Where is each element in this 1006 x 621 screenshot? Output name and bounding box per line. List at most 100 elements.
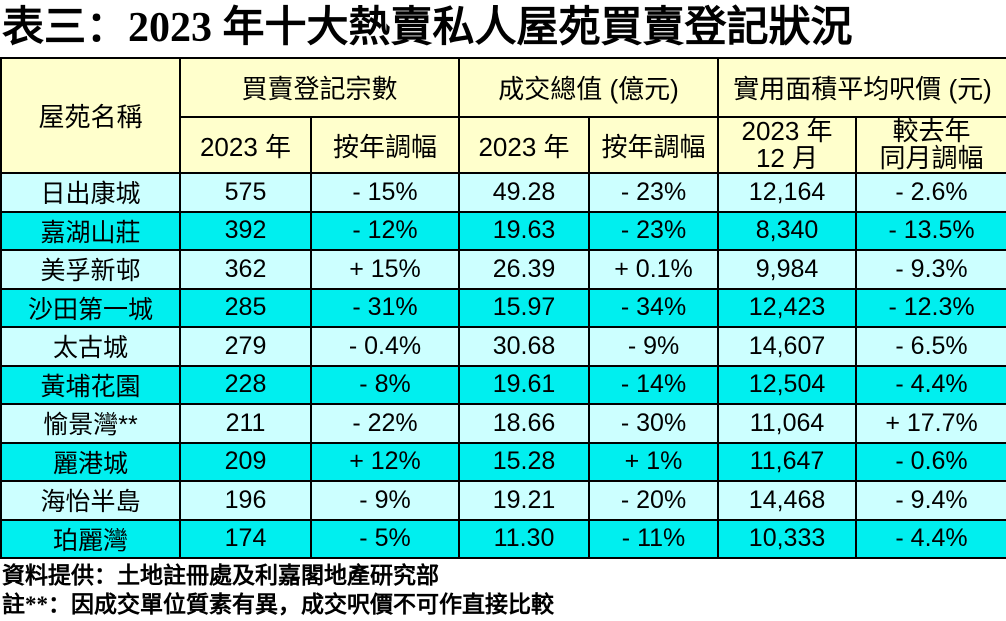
price-yoy-change-cell: - 9.4% [855, 480, 1006, 521]
header-group-row: 屋苑名稱 買賣登記宗數 成交總值 (億元) 實用面積平均呎價 (元) [0, 57, 1006, 174]
registrations-2023-cell: 362 [179, 249, 312, 290]
price-dec-2023-cell: 14,468 [717, 480, 858, 521]
value-change-cell: - 9% [588, 326, 720, 367]
price-dec-2023-cell: 9,984 [717, 249, 858, 290]
value-2023-cell: 15.28 [458, 441, 591, 482]
price-dec-2023-cell: 12,164 [717, 172, 858, 213]
price-yoy-change-cell: - 9.3% [855, 249, 1006, 290]
table-row: 海怡半島 196- 9% 19.21- 20% 14,468- 9.4% [0, 480, 1006, 521]
registrations-change-cell: - 5% [309, 518, 461, 559]
value-2023-cell: 19.63 [458, 210, 591, 251]
table-row: 嘉湖山莊 392- 12% 19.63- 23% 8,340- 13.5% [0, 210, 1006, 251]
page-title: 表三：2023 年十大熱賣私人屋苑買賣登記狀況 [2, 5, 853, 51]
table-row: 日出康城 575- 15% 49.28- 23% 12,164- 2.6% [0, 172, 1006, 213]
value-2023-cell: 26.39 [458, 249, 591, 290]
registrations-2023-cell: 209 [179, 441, 312, 482]
sub-header-reg-change: 按年調幅 [309, 116, 461, 174]
price-dec-2023-cell: 8,340 [717, 210, 858, 251]
price-dec-2023-cell: 11,647 [717, 441, 858, 482]
price-yoy-change-cell: - 12.3% [855, 287, 1006, 328]
price-yoy-change-cell: - 0.6% [855, 441, 1006, 482]
registrations-change-cell: - 0.4% [309, 326, 461, 367]
value-change-cell: - 11% [588, 518, 720, 559]
table-row: 沙田第一城 285- 31% 15.97- 34% 12,423- 12.3% [0, 287, 1006, 328]
estate-name-cell: 太古城 [0, 326, 181, 367]
sub-header-price-change: 較去年 同月調幅 [855, 116, 1006, 174]
sub-header-price-change-line1: 較去年 [892, 117, 971, 146]
registrations-2023-cell: 279 [179, 326, 312, 367]
header-sub-row: 2023 年 按年調幅 2023 年 按年調幅 2023 年 12 月 較去年 … [1, 116, 1006, 174]
price-dec-2023-cell: 12,504 [717, 364, 858, 405]
sub-header-price-month: 2023 年 12 月 [717, 116, 858, 174]
value-2023-cell: 18.66 [458, 403, 591, 444]
price-yoy-change-cell: - 6.5% [855, 326, 1006, 367]
price-yoy-change-cell: + 17.7% [855, 403, 1006, 444]
table-body: 日出康城 575- 15% 49.28- 23% 12,164- 2.6% 嘉湖山莊 39… [0, 172, 1006, 559]
table-row: 愉景灣** 211- 22% 18.66- 30% 11,064 + 17.7% [0, 403, 1006, 444]
footer-note: 註**：因成交單位質素有異，成交呎價不可作直接比較 [2, 592, 554, 617]
value-change-cell: - 23% [588, 172, 720, 213]
price-yoy-change-cell: - 4.4% [855, 518, 1006, 559]
table-row: 麗港城 209 + 12% 15.28 + 1% 11,647- 0.6% [0, 441, 1006, 482]
table-row: 黃埔花園 228- 8% 19.61- 14% 12,504- 4.4% [0, 364, 1006, 405]
registrations-change-cell: - 31% [309, 287, 461, 328]
registrations-2023-cell: 174 [179, 518, 312, 559]
sub-header-value-change: 按年調幅 [588, 116, 720, 174]
price-dec-2023-cell: 10,333 [717, 518, 858, 559]
value-change-cell: + 0.1% [588, 249, 720, 290]
price-dec-2023-cell: 11,064 [717, 403, 858, 444]
estates-table: 屋苑名稱 買賣登記宗數 成交總值 (億元) 實用面積平均呎價 (元) 2023 … [0, 57, 1006, 559]
sub-header-value-year: 2023 年 [458, 116, 591, 174]
col-group-avg-price: 實用面積平均呎價 (元) [717, 57, 1006, 118]
price-yoy-change-cell: - 4.4% [855, 364, 1006, 405]
registrations-2023-cell: 285 [179, 287, 312, 328]
value-change-cell: - 23% [588, 210, 720, 251]
registrations-change-cell: - 15% [309, 172, 461, 213]
estate-name-cell: 黃埔花園 [0, 364, 181, 405]
footer: 資料提供：土地註冊處及利嘉閣地產研究部 註**：因成交單位質素有異，成交呎價不可… [0, 559, 1006, 619]
table-header: 屋苑名稱 買賣登記宗數 成交總值 (億元) 實用面積平均呎價 (元) 2023 … [0, 57, 1006, 174]
registrations-change-cell: - 8% [309, 364, 461, 405]
value-change-cell: + 1% [588, 441, 720, 482]
value-2023-cell: 15.97 [458, 287, 591, 328]
registrations-2023-cell: 196 [179, 480, 312, 521]
registrations-change-cell: - 12% [309, 210, 461, 251]
estate-name-cell: 美孚新邨 [0, 249, 181, 290]
sub-header-price-month-line1: 2023 年 [741, 117, 833, 146]
table-row: 太古城 279- 0.4% 30.68- 9% 14,607- 6.5% [0, 326, 1006, 367]
registrations-change-cell: - 22% [309, 403, 461, 444]
value-2023-cell: 30.68 [458, 326, 591, 367]
registrations-2023-cell: 211 [179, 403, 312, 444]
registrations-2023-cell: 228 [179, 364, 312, 405]
sub-header-price-change-line2: 同月調幅 [879, 143, 984, 173]
estate-name-cell: 沙田第一城 [0, 287, 181, 328]
registrations-change-cell: + 15% [309, 249, 461, 290]
price-yoy-change-cell: - 13.5% [855, 210, 1006, 251]
value-change-cell: - 14% [588, 364, 720, 405]
registrations-2023-cell: 575 [179, 172, 312, 213]
footer-source: 資料提供：土地註冊處及利嘉閣地產研究部 [2, 563, 439, 588]
sub-header-reg-year: 2023 年 [179, 116, 312, 174]
value-change-cell: - 30% [588, 403, 720, 444]
estate-name-cell: 麗港城 [0, 441, 181, 482]
price-dec-2023-cell: 14,607 [717, 326, 858, 367]
value-2023-cell: 49.28 [458, 172, 591, 213]
estate-name-cell: 嘉湖山莊 [0, 210, 181, 251]
col-group-total-value: 成交總值 (億元) [458, 57, 720, 118]
table-row: 美孚新邨 362 + 15% 26.39 + 0.1% 9,984- 9.3% [0, 249, 1006, 290]
table-row: 珀麗灣 174- 5% 11.30- 11% 10,333- 4.4% [0, 518, 1006, 559]
value-2023-cell: 11.30 [458, 518, 591, 559]
value-2023-cell: 19.21 [458, 480, 591, 521]
registrations-2023-cell: 392 [179, 210, 312, 251]
registrations-change-cell: + 12% [309, 441, 461, 482]
price-yoy-change-cell: - 2.6% [855, 172, 1006, 213]
value-2023-cell: 19.61 [458, 364, 591, 405]
price-dec-2023-cell: 12,423 [717, 287, 858, 328]
value-change-cell: - 34% [588, 287, 720, 328]
sub-header-price-month-line2: 12 月 [755, 143, 819, 173]
estate-name-cell: 海怡半島 [0, 480, 181, 521]
col-header-estate-name: 屋苑名稱 [0, 57, 181, 174]
value-change-cell: - 20% [588, 480, 720, 521]
col-group-registrations: 買賣登記宗數 [178, 57, 461, 118]
